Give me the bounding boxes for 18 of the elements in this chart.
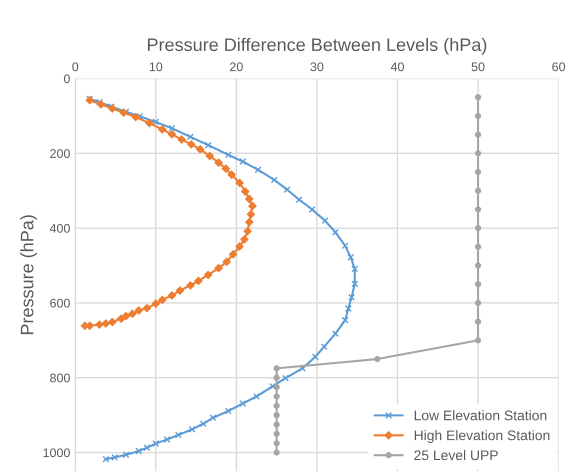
y-tick-label: 0 xyxy=(64,74,70,84)
x-tick-label: 0 xyxy=(72,62,78,72)
x-tick-label: 60 xyxy=(552,62,566,72)
x-tick-label: 50 xyxy=(472,62,485,72)
x-tick-label: 20 xyxy=(230,62,243,72)
y-tick-label: 800 xyxy=(50,374,70,382)
y-tick-label: 200 xyxy=(50,149,70,158)
y-tick-label: 600 xyxy=(50,298,70,308)
x-tick-label: 40 xyxy=(390,62,404,72)
x-tick-label: 30 xyxy=(310,62,324,72)
legend-label: High Elevation Station xyxy=(414,430,550,444)
x-tick-label: 10 xyxy=(150,62,162,72)
legend-label: Low Elevation Station xyxy=(414,410,546,420)
y-tick-label: 1000 xyxy=(44,448,70,458)
y-axis-title: Pressure (hPa) xyxy=(20,215,38,334)
y-tick-label: 400 xyxy=(50,224,70,233)
x-axis-title: Pressure Difference Between Levels (hPa) xyxy=(148,38,486,55)
legend-label: 25 Level UPP xyxy=(414,450,498,460)
